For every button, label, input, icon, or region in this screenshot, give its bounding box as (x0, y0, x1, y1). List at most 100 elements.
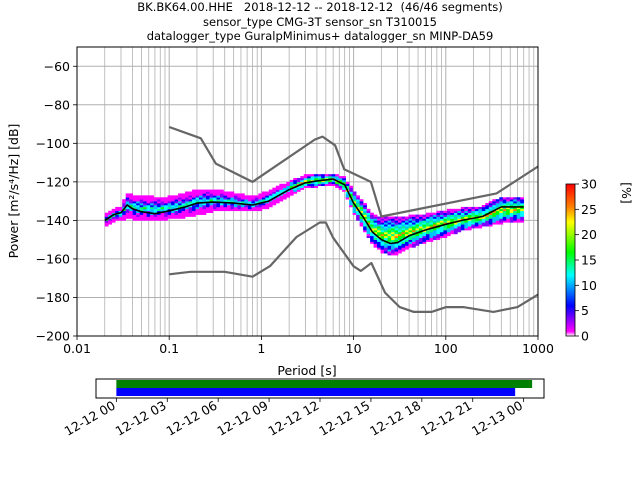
ppsd-density-cell (418, 239, 423, 242)
ppsd-density-cell (401, 216, 406, 219)
ppsd-density-cell (432, 216, 437, 219)
ppsd-density-cell (363, 228, 367, 231)
ppsd-density-cell (411, 214, 416, 217)
ppsd-density-cell (373, 224, 378, 227)
ppsd-density-cell (202, 212, 207, 215)
ppsd-density-cell (244, 197, 249, 200)
ppsd-density-cell (146, 214, 151, 217)
ppsd-density-cell (408, 226, 413, 229)
ppsd-density-cell (485, 210, 490, 213)
ppsd-density-cell (366, 216, 371, 219)
ppsd-density-cell (233, 201, 238, 204)
ppsd-density-cell (422, 239, 427, 242)
y-tick-label: −80 (44, 97, 70, 112)
x-axis-ticks: 0.01 0.1 1 10 100 1000 (63, 336, 554, 356)
ppsd-density-cell (223, 203, 228, 206)
ppsd-density-cell (251, 197, 256, 200)
ppsd-density-cell (380, 247, 385, 250)
ppsd-density-cell (160, 197, 165, 200)
ppsd-density-cell (380, 243, 385, 246)
ppsd-density-cell (464, 208, 469, 212)
y-tick-label: −140 (36, 213, 70, 228)
ppsd-density-cell (268, 189, 273, 192)
ppsd-density-cell (450, 214, 455, 217)
ppsd-density-cell (293, 181, 298, 185)
ppsd-density-cell (321, 178, 326, 181)
ppsd-density-cell (188, 208, 193, 212)
x-tick-label: 0.01 (63, 341, 91, 356)
ppsd-density-cell (481, 208, 486, 212)
ppsd-density-cell (495, 208, 500, 212)
ppsd-density-cell (439, 235, 444, 239)
ppsd-density-cell (502, 199, 507, 202)
ppsd-density-cell (195, 189, 200, 192)
ppsd-density-cell (125, 212, 130, 215)
ppsd-density-cell (398, 237, 402, 240)
ppsd-density-cell (160, 203, 165, 206)
ppsd-density-cell (216, 208, 221, 212)
ppsd-density-cell (401, 220, 406, 223)
ppsd-density-cell (286, 195, 291, 198)
ppsd-density-cell (122, 210, 127, 213)
ppsd-density-cell (457, 226, 462, 229)
ppsd-density-cell (150, 208, 154, 212)
ppsd-density-cell (195, 195, 200, 198)
ppsd-density-cell (384, 222, 388, 225)
ppsd-density-cell (160, 214, 165, 217)
ppsd-density-cell (244, 199, 249, 202)
ppsd-density-cell (153, 208, 158, 212)
ppsd-density-cell (265, 206, 270, 210)
ppsd-density-cell (422, 231, 427, 235)
ppsd-density-cell (506, 214, 511, 217)
ppsd-density-cell (359, 203, 364, 206)
ppsd-density-cell (125, 201, 130, 204)
ppsd-density-cell (314, 181, 319, 185)
ppsd-density-cell (143, 214, 147, 217)
ppsd-density-cell (373, 218, 378, 221)
ppsd-density-cell (474, 218, 479, 221)
ppsd-density-cell (258, 195, 263, 198)
ppsd-density-cell (391, 243, 395, 246)
ppsd-density-cell (233, 199, 238, 202)
ppsd-density-cell (185, 212, 189, 215)
ppsd-density-cell (160, 218, 165, 221)
ppsd-density-cell (185, 195, 189, 198)
ppsd-density-cell (206, 203, 210, 206)
ppsd-density-cell (317, 178, 322, 181)
ppsd-density-cell (495, 203, 500, 206)
ppsd-density-cell (125, 195, 130, 198)
ppsd-density-cell (185, 199, 189, 202)
ppsd-density-cell (129, 204, 133, 208)
ppsd-density-cell (317, 183, 322, 187)
ppsd-density-cell (457, 222, 462, 225)
ppsd-density-cell (293, 179, 298, 183)
ppsd-density-cell (453, 210, 458, 213)
ppsd-density-cell (450, 228, 455, 231)
ppsd-density-cell (307, 176, 312, 179)
ppsd-density-cell (150, 216, 154, 219)
ppsd-density-cell (115, 218, 120, 221)
ppsd-density-cell (370, 226, 374, 229)
ppsd-density-cell (129, 208, 133, 212)
ppsd-density-cell (425, 231, 430, 235)
ppsd-density-cell (495, 214, 500, 217)
ppsd-density-cell (436, 231, 441, 235)
plot-frame (76, 46, 539, 337)
ppsd-density-cell (209, 197, 214, 200)
ppsd-density-cell (391, 230, 395, 233)
ppsd-density-cell (356, 216, 360, 219)
ppsd-density-cell (153, 210, 158, 213)
ppsd-density-cell (509, 216, 514, 219)
ppsd-density-cell (356, 197, 360, 200)
ppsd-density-cell (254, 206, 259, 210)
ppsd-axes: 0.01 0.1 1 10 100 1000 −200 −180 −160 −140 −120 −1… (6, 46, 554, 378)
ppsd-density-cell (129, 199, 133, 202)
y-tick-label: −180 (36, 290, 70, 305)
ppsd-density-cell (398, 249, 402, 252)
ppsd-density-cell (370, 218, 374, 221)
ppsd-density-cell (401, 231, 406, 235)
ppsd-density-cell (125, 193, 130, 196)
ppsd-density-cell (223, 204, 228, 208)
ppsd-density-cell (436, 218, 441, 221)
